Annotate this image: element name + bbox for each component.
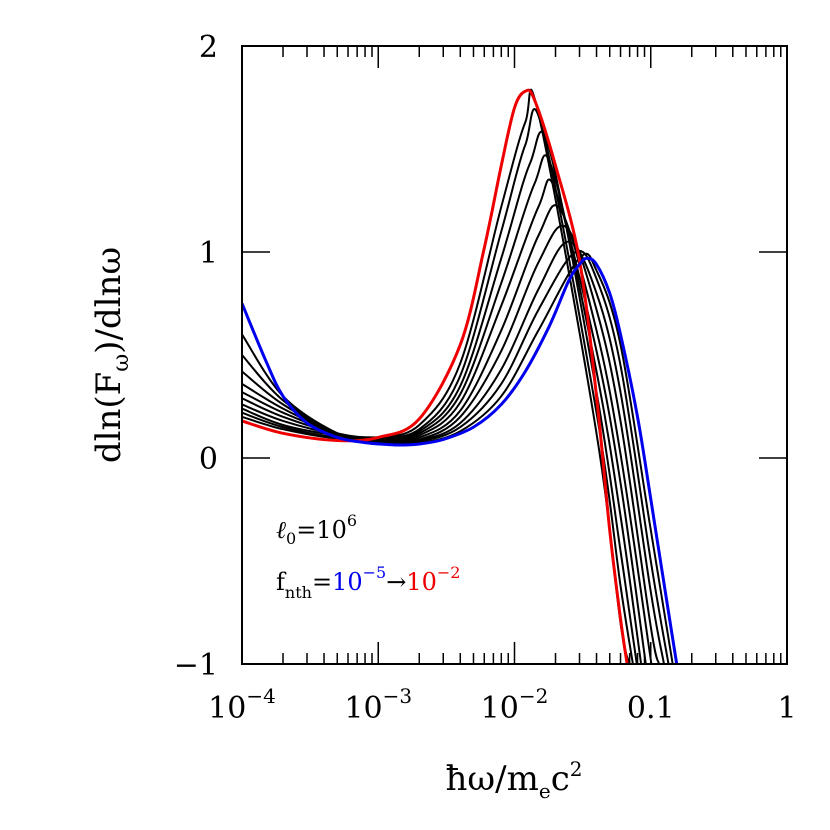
x-tick-label-4: 1 [777, 691, 796, 726]
x-axis-label: ħω/mec2 [446, 757, 583, 803]
series-line-8 [242, 130, 638, 664]
series-line-11 [242, 88, 629, 664]
series-line-5 [242, 204, 653, 664]
tick-labels-group: 10−4 10−3 10−2 0.1 1 −1 0 1 2 [174, 30, 797, 726]
annotation-l0: ℓ0=106 [276, 511, 357, 548]
y-axis-label: dln(Fω)/dlnω [89, 247, 134, 463]
x-tick-label-2: 10−2 [481, 684, 549, 726]
x-tick-label-3: 0.1 [627, 691, 675, 726]
x-tick-label-1: 10−3 [344, 684, 412, 726]
y-tick-label-2: 1 [199, 236, 218, 271]
series-line-0 [242, 256, 679, 664]
x-tick-label-0: 10−4 [208, 684, 276, 726]
curves-group [242, 88, 679, 664]
annotation-fnth: fnth=10−5→10−2 [276, 563, 460, 602]
ticks-group [241, 45, 788, 665]
y-tick-label-3: 2 [199, 30, 218, 65]
y-tick-label-0: −1 [174, 648, 218, 683]
y-tick-label-1: 0 [199, 442, 218, 477]
